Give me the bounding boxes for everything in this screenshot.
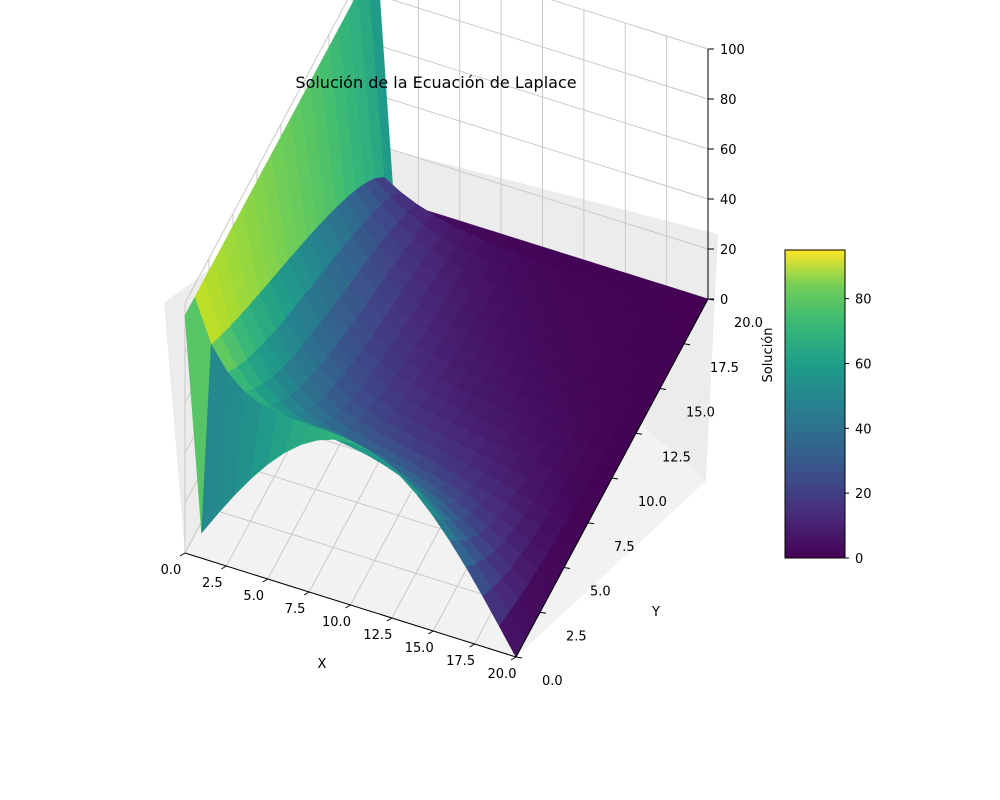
colorbar-tick-label: 20: [855, 487, 872, 502]
x-axis: 0.0 2.5 5.0 7.5 10.0 12.5 15.0 17.5 20.0 X: [161, 552, 517, 682]
z-tick-label: 20: [720, 243, 737, 258]
grid-z-5: [184, 0, 709, 304]
x-tick-mark: [510, 656, 517, 661]
y-tick-mark: [683, 343, 691, 346]
z-tick-label: 60: [720, 143, 737, 158]
x-tick-label: 12.5: [363, 628, 392, 643]
colorbar: 0 20 40 60 80: [784, 249, 872, 567]
y-tick-label: 2.5: [566, 629, 587, 644]
y-tick-label: 17.5: [710, 361, 739, 376]
x-tick-label: 2.5: [202, 576, 223, 591]
colorbar-tick-label: 40: [855, 422, 872, 437]
x-tick-label: 20.0: [488, 667, 517, 682]
x-tick-mark: [345, 604, 351, 609]
x-tick-label: 17.5: [446, 654, 475, 669]
x-tick-mark: [427, 630, 434, 635]
x-tick-mark: [221, 565, 227, 570]
z-axis-label: Solución: [761, 327, 776, 382]
chart-title: Solución de la Ecuación de Laplace: [295, 73, 576, 92]
y-tick-mark: [539, 611, 547, 614]
y-tick-mark: [635, 432, 643, 435]
colorbar-tick-label: 60: [855, 357, 872, 372]
x-tick-mark: [386, 617, 393, 622]
colorbar-bar: [784, 249, 846, 559]
y-tick-label: 7.5: [614, 540, 635, 555]
x-tick-mark: [262, 578, 269, 583]
colorbar-tick-labels: 0 20 40 60 80: [845, 293, 872, 567]
x-tick-mark: [303, 591, 310, 596]
z-tick-label: 0: [720, 293, 728, 308]
z-tick-label: 100: [720, 43, 745, 58]
x-tick-label: 0.0: [161, 563, 182, 578]
y-tick-labels: 0.0 2.5 5.0 7.5 10.0 12.5 15.0 17.5 20.0: [515, 298, 763, 689]
colorbar-tick-label: 0: [855, 552, 863, 567]
x-tick-label: 15.0: [405, 641, 434, 656]
y-tick-label: 10.0: [638, 495, 667, 510]
y-tick-label: 12.5: [662, 450, 691, 465]
y-tick-label: 5.0: [590, 585, 611, 600]
y-axis-label: Y: [651, 605, 660, 620]
y-tick-label: 15.0: [686, 406, 715, 421]
x-tick-mark: [179, 552, 186, 557]
y-axis: 0.0 2.5 5.0 7.5 10.0 12.5 15.0 17.5 20.0 Y: [515, 298, 763, 689]
y-tick-label: 0.0: [542, 674, 563, 689]
y-tick-mark: [563, 567, 571, 569]
x-tick-label: 10.0: [322, 615, 351, 630]
x-axis-label: X: [318, 657, 327, 672]
x-tick-label: 7.5: [285, 602, 306, 617]
z-tick-labels: 0 20 40 60 80 100: [708, 43, 745, 308]
z-tick-label: 40: [720, 193, 737, 208]
z-tick-label: 80: [720, 93, 737, 108]
y-tick-mark: [587, 522, 595, 525]
x-tick-labels: 0.0 2.5 5.0 7.5 10.0 12.5 15.0 17.5 20.0: [161, 552, 517, 682]
surface: [184, 0, 709, 658]
x-tick-label: 5.0: [243, 589, 264, 604]
y-tick-label: 20.0: [734, 316, 763, 331]
y-tick-mark: [659, 388, 667, 390]
y-tick-mark: [611, 477, 619, 480]
colorbar-tick-label: 80: [855, 293, 872, 308]
x-tick-mark: [469, 643, 475, 648]
y-tick-mark: [515, 656, 523, 659]
z-axis: 0 20 40 60 80 100 Solución: [708, 43, 776, 383]
